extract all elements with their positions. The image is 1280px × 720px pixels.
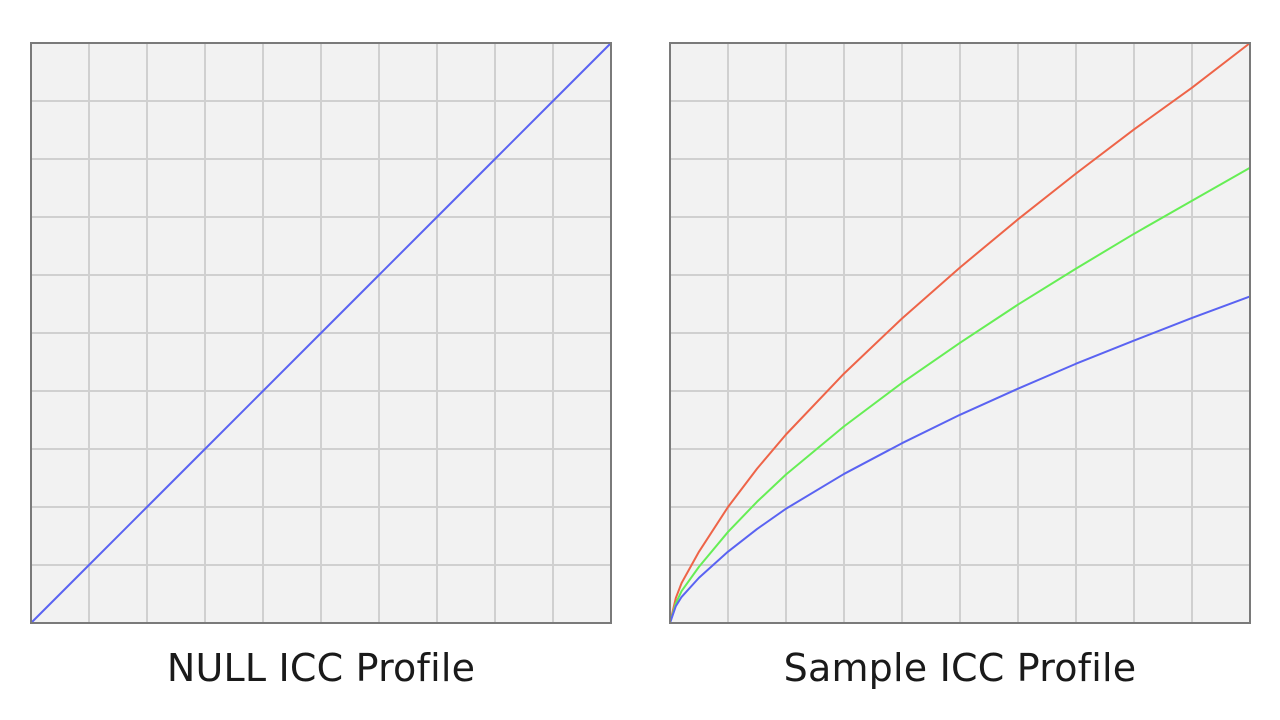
series-line-1: [669, 42, 1251, 624]
chart-panel-sample-icc: [669, 42, 1251, 624]
chart-title-sample-icc: Sample ICC Profile: [783, 646, 1137, 690]
series-line-3: [669, 295, 1251, 624]
series-line-2: [669, 166, 1251, 624]
plot-border: [30, 42, 612, 624]
chart-title-null-icc: NULL ICC Profile: [166, 646, 476, 690]
sample-icc-profile-chart: [669, 42, 1251, 624]
series-line-1: [30, 42, 612, 624]
plot-border: [669, 42, 1251, 624]
null-icc-profile-chart: [30, 42, 612, 624]
chart-panel-null-icc: [30, 42, 612, 624]
